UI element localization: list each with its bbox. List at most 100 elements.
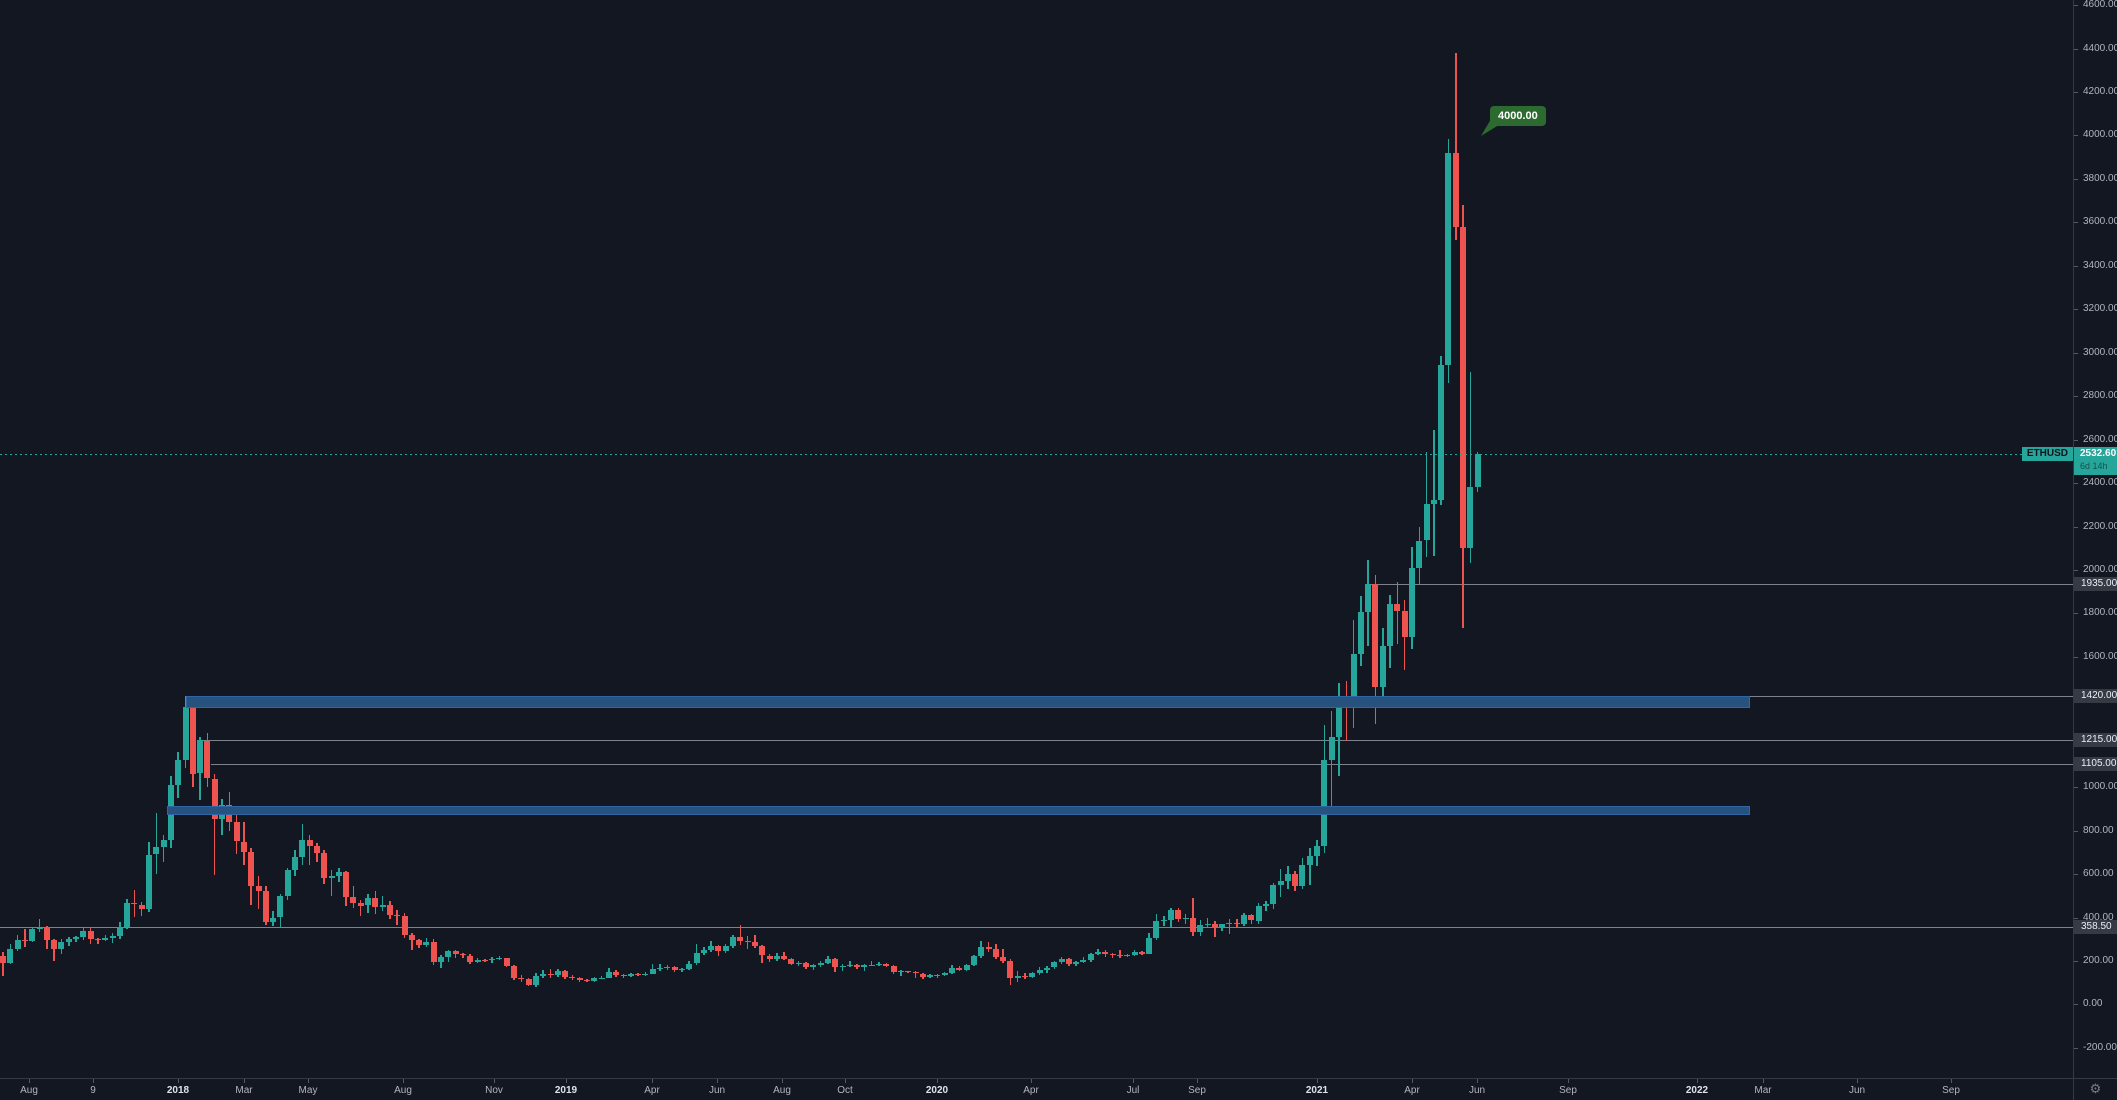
candle-wick bbox=[1433, 429, 1435, 556]
candle-wick bbox=[1345, 681, 1347, 742]
candle-wick bbox=[1396, 581, 1398, 644]
candle-wick bbox=[381, 895, 384, 911]
candle-body bbox=[554, 970, 561, 975]
horizontal-level-line[interactable] bbox=[1370, 584, 2073, 585]
candle-body bbox=[1146, 938, 1153, 954]
candle-body bbox=[459, 954, 466, 956]
candle-wick bbox=[739, 925, 741, 945]
candle-body bbox=[1474, 454, 1481, 487]
horizontal-level-line[interactable] bbox=[211, 764, 2073, 766]
settings-gear-icon[interactable]: ⚙ bbox=[2089, 1081, 2102, 1096]
time-tick-mark bbox=[1857, 1079, 1858, 1083]
candle-body bbox=[1043, 967, 1050, 971]
candle-body bbox=[182, 706, 189, 760]
candle-body bbox=[1168, 910, 1174, 920]
time-tick-mark bbox=[93, 1079, 94, 1083]
candle-body bbox=[109, 936, 116, 938]
current-price-value: 2532.60 bbox=[2080, 448, 2117, 460]
candle-body bbox=[693, 953, 700, 964]
horizontal-level-line[interactable] bbox=[203, 740, 2073, 742]
candle-body bbox=[1211, 923, 1218, 928]
candle-body bbox=[401, 916, 408, 936]
price-axis[interactable]: 2532.60 6d 14h -200.00 0.00 200.00 400.00 60… bbox=[2073, 0, 2117, 1078]
candle-body bbox=[197, 740, 204, 773]
candle-body bbox=[941, 972, 948, 975]
price-tick-mark bbox=[2074, 483, 2078, 484]
supply-demand-zone[interactable] bbox=[186, 695, 1750, 709]
candle-body bbox=[277, 895, 284, 918]
price-tick-label: 600.00 bbox=[2083, 868, 2114, 879]
candle-body bbox=[970, 956, 977, 965]
candle-body bbox=[584, 979, 590, 982]
candle-body bbox=[788, 958, 795, 965]
candle-body bbox=[678, 969, 685, 971]
symbol-label: ETHUSD bbox=[2021, 447, 2073, 462]
candle-body bbox=[160, 840, 167, 847]
candle-body bbox=[883, 964, 890, 966]
candle-wick bbox=[75, 936, 77, 942]
candle-body bbox=[1423, 503, 1430, 541]
candle-body bbox=[65, 938, 72, 943]
candle-body bbox=[708, 946, 715, 951]
candle-body bbox=[664, 966, 671, 968]
candle-body bbox=[1270, 884, 1277, 904]
candle-body bbox=[1452, 152, 1459, 227]
candle-wick bbox=[1082, 957, 1085, 964]
candle-body bbox=[868, 964, 875, 966]
candle-body bbox=[627, 974, 634, 976]
price-callout-note[interactable]: 4000.00 bbox=[1481, 106, 1546, 136]
time-axis[interactable]: Aug 9 2018 Mar May Aug Nov 2019 Apr Jun Aug Oct 2020… bbox=[0, 1078, 2073, 1100]
candle-body bbox=[1080, 960, 1087, 962]
candle-body bbox=[394, 915, 401, 917]
time-tick-mark bbox=[1317, 1079, 1318, 1083]
supply-demand-zone[interactable] bbox=[167, 806, 1750, 816]
candle-wick bbox=[746, 936, 749, 949]
candle-body bbox=[1401, 611, 1408, 638]
candle-body bbox=[649, 968, 656, 974]
price-tick-label: 1000.00 bbox=[2083, 781, 2117, 793]
candle-wick bbox=[870, 961, 873, 967]
price-tick-label: 2000.00 bbox=[2083, 563, 2117, 575]
candle-wick bbox=[1119, 950, 1121, 959]
candle-wick bbox=[622, 973, 625, 978]
candle-wick bbox=[1469, 372, 1471, 564]
candle-wick bbox=[1236, 918, 1238, 927]
candle-wick bbox=[1228, 918, 1231, 934]
candle-body bbox=[759, 946, 766, 956]
candle-body bbox=[416, 940, 423, 945]
candle-body bbox=[116, 927, 123, 936]
candle-body bbox=[43, 927, 50, 941]
price-tick-mark bbox=[2074, 960, 2078, 962]
candle-wick bbox=[849, 961, 851, 968]
candle-body bbox=[1430, 500, 1437, 504]
candle-body bbox=[620, 974, 627, 976]
candle-wick bbox=[155, 813, 157, 874]
horizontal-level-line[interactable] bbox=[0, 926, 2073, 928]
price-tick-label: 2600.00 bbox=[2083, 433, 2117, 445]
time-tick-label: May bbox=[298, 1085, 318, 1096]
time-tick-label: 2018 bbox=[166, 1085, 190, 1096]
candle-body bbox=[963, 964, 970, 970]
candle-body bbox=[423, 941, 430, 945]
candle-body bbox=[1233, 923, 1240, 925]
price-level-axis-label: 358.50 bbox=[2074, 919, 2117, 934]
time-tick-label: Jun bbox=[1848, 1085, 1866, 1096]
candle-body bbox=[1153, 920, 1160, 939]
chart-plot-area[interactable]: 4000.00 ETHUSD bbox=[0, 0, 2073, 1078]
time-tick-mark bbox=[308, 1079, 309, 1083]
candle-wick bbox=[1163, 915, 1165, 926]
price-tick-mark bbox=[2074, 569, 2078, 571]
time-tick-mark bbox=[178, 1079, 179, 1083]
candle-wick bbox=[841, 964, 844, 972]
time-tick-mark bbox=[1133, 1079, 1134, 1083]
time-tick-mark bbox=[1031, 1079, 1032, 1083]
candle-body bbox=[438, 956, 444, 962]
price-tick-mark bbox=[2074, 178, 2078, 180]
candle-body bbox=[474, 959, 481, 963]
candle-wick bbox=[53, 939, 55, 962]
candle-body bbox=[547, 974, 554, 976]
candle-body bbox=[255, 886, 262, 892]
candle-wick bbox=[2, 952, 4, 977]
candle-wick bbox=[396, 909, 398, 926]
candle-body bbox=[912, 972, 919, 974]
